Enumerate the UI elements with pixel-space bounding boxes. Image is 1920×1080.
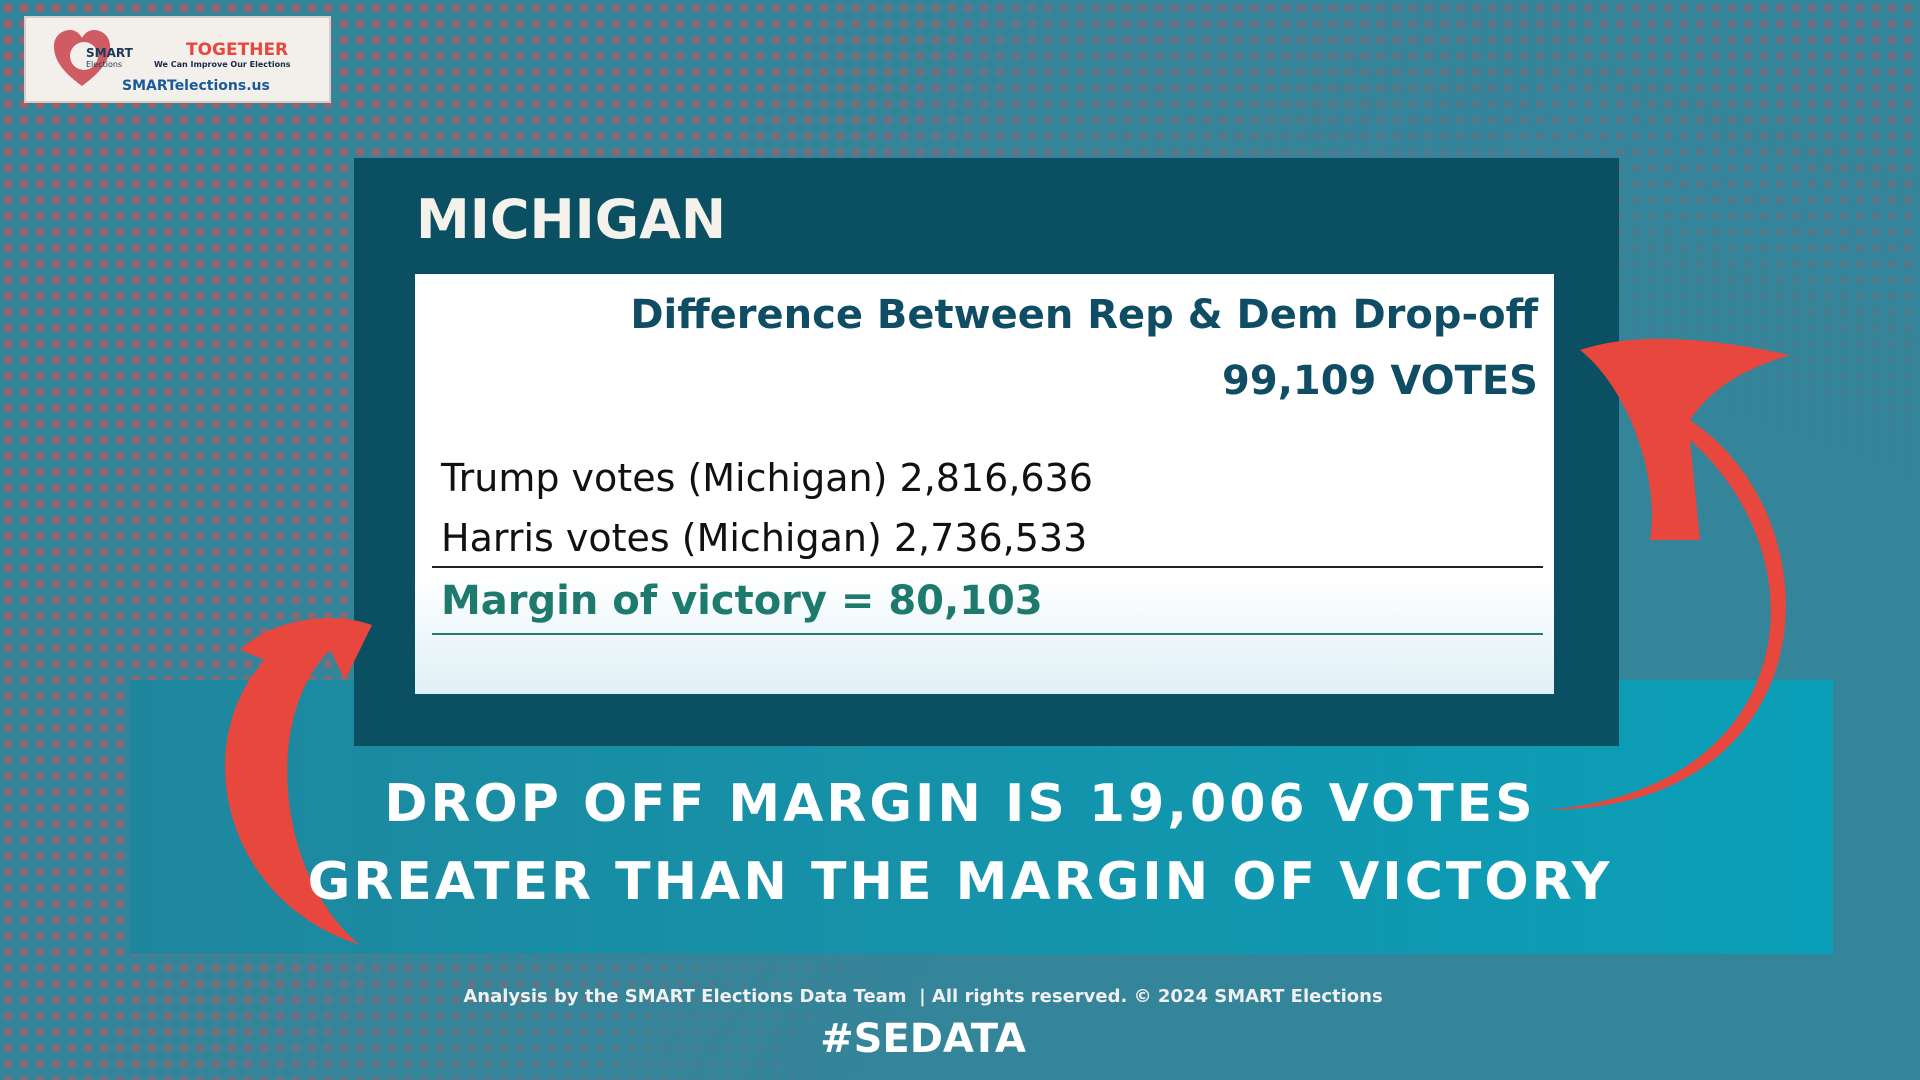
headline: GREATER THAN THE MARGIN OF VICTORY [307, 852, 1613, 912]
logo-heart [54, 30, 110, 86]
logo-mark: Elections [86, 60, 123, 69]
divider [432, 566, 1543, 568]
panel-heading: Difference Between Rep & Dem Drop-off [630, 292, 1538, 338]
panel-title: MICHIGAN [416, 188, 727, 251]
logo-mark: SMART [86, 46, 133, 60]
table-box [415, 274, 1554, 694]
footer-credit: Analysis by the SMART Elections Data Tea… [463, 986, 1383, 1007]
panel-heading-value: 99,109 VOTES [1222, 358, 1538, 404]
logo: SMART Elections TOGETHER We Can Improve … [24, 16, 331, 103]
headline: DROP OFF MARGIN IS 19,006 VOTES [384, 774, 1536, 834]
divider [432, 633, 1543, 635]
logo-url: SMARTelections.us [122, 78, 270, 94]
arrow [225, 618, 372, 945]
arrow [1545, 338, 1790, 810]
table-total: Margin of victory = 80,103 [441, 578, 1043, 624]
table-row: Harris votes (Michigan) 2,736,533 [441, 516, 1088, 560]
logo-tagline: TOGETHER [186, 40, 289, 60]
footer-hashtag: #SEDATA [820, 1016, 1026, 1062]
table-row: Trump votes (Michigan) 2,816,636 [441, 456, 1093, 500]
logo-subline: We Can Improve Our Elections [154, 60, 291, 69]
